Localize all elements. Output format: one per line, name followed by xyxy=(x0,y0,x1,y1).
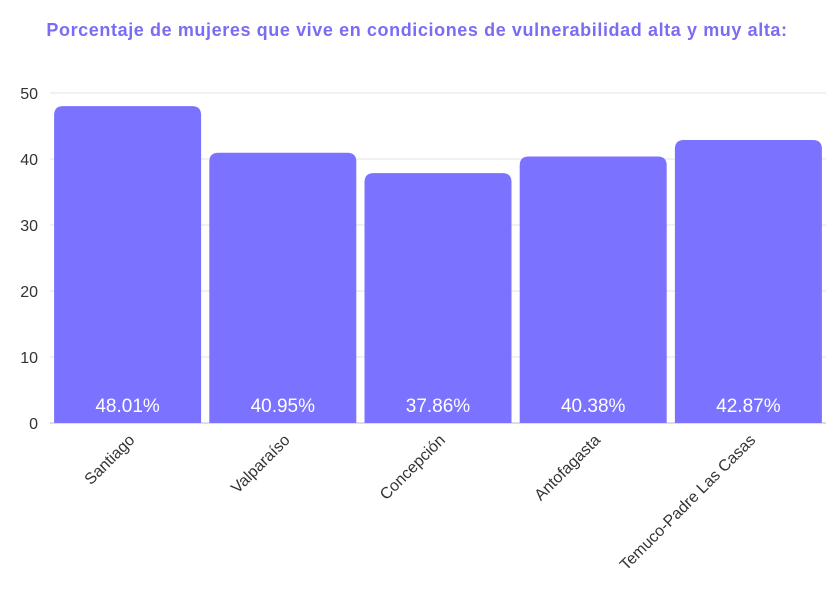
chart-title: Porcentaje de mujeres que vive en condic… xyxy=(46,20,788,40)
bar xyxy=(519,156,667,423)
data-label: 37.86% xyxy=(406,396,471,417)
x-tick-label: Valparaíso xyxy=(228,432,293,497)
bar xyxy=(54,106,202,423)
y-tick-label: 30 xyxy=(20,218,38,235)
y-tick-label: 0 xyxy=(29,416,38,433)
data-label: 40.38% xyxy=(561,396,626,417)
x-tick-label: Concepción xyxy=(377,432,449,504)
y-tick-label: 50 xyxy=(20,86,38,103)
x-tick-label: Santiago xyxy=(82,432,139,489)
data-label: 40.95% xyxy=(251,396,316,417)
bars xyxy=(54,106,822,424)
bar xyxy=(209,152,357,424)
category-labels: Santiago Valparaíso Concepción Antofagasta T… xyxy=(82,432,759,574)
y-tick-label: 20 xyxy=(20,284,38,301)
bar xyxy=(364,173,512,423)
bar xyxy=(674,140,822,424)
y-axis-ticks: 0 10 20 30 40 50 xyxy=(20,86,38,433)
x-tick-label: Temuco-Padre Las Casas xyxy=(617,432,759,574)
data-label: 42.87% xyxy=(716,396,781,417)
x-tick-label: Antofagasta xyxy=(532,432,604,504)
data-labels: 48.01% 40.95% 37.86% 40.38% 42.87% xyxy=(95,396,780,417)
y-tick-label: 40 xyxy=(20,152,38,169)
data-label: 48.01% xyxy=(95,396,160,417)
y-tick-label: 10 xyxy=(20,350,38,367)
